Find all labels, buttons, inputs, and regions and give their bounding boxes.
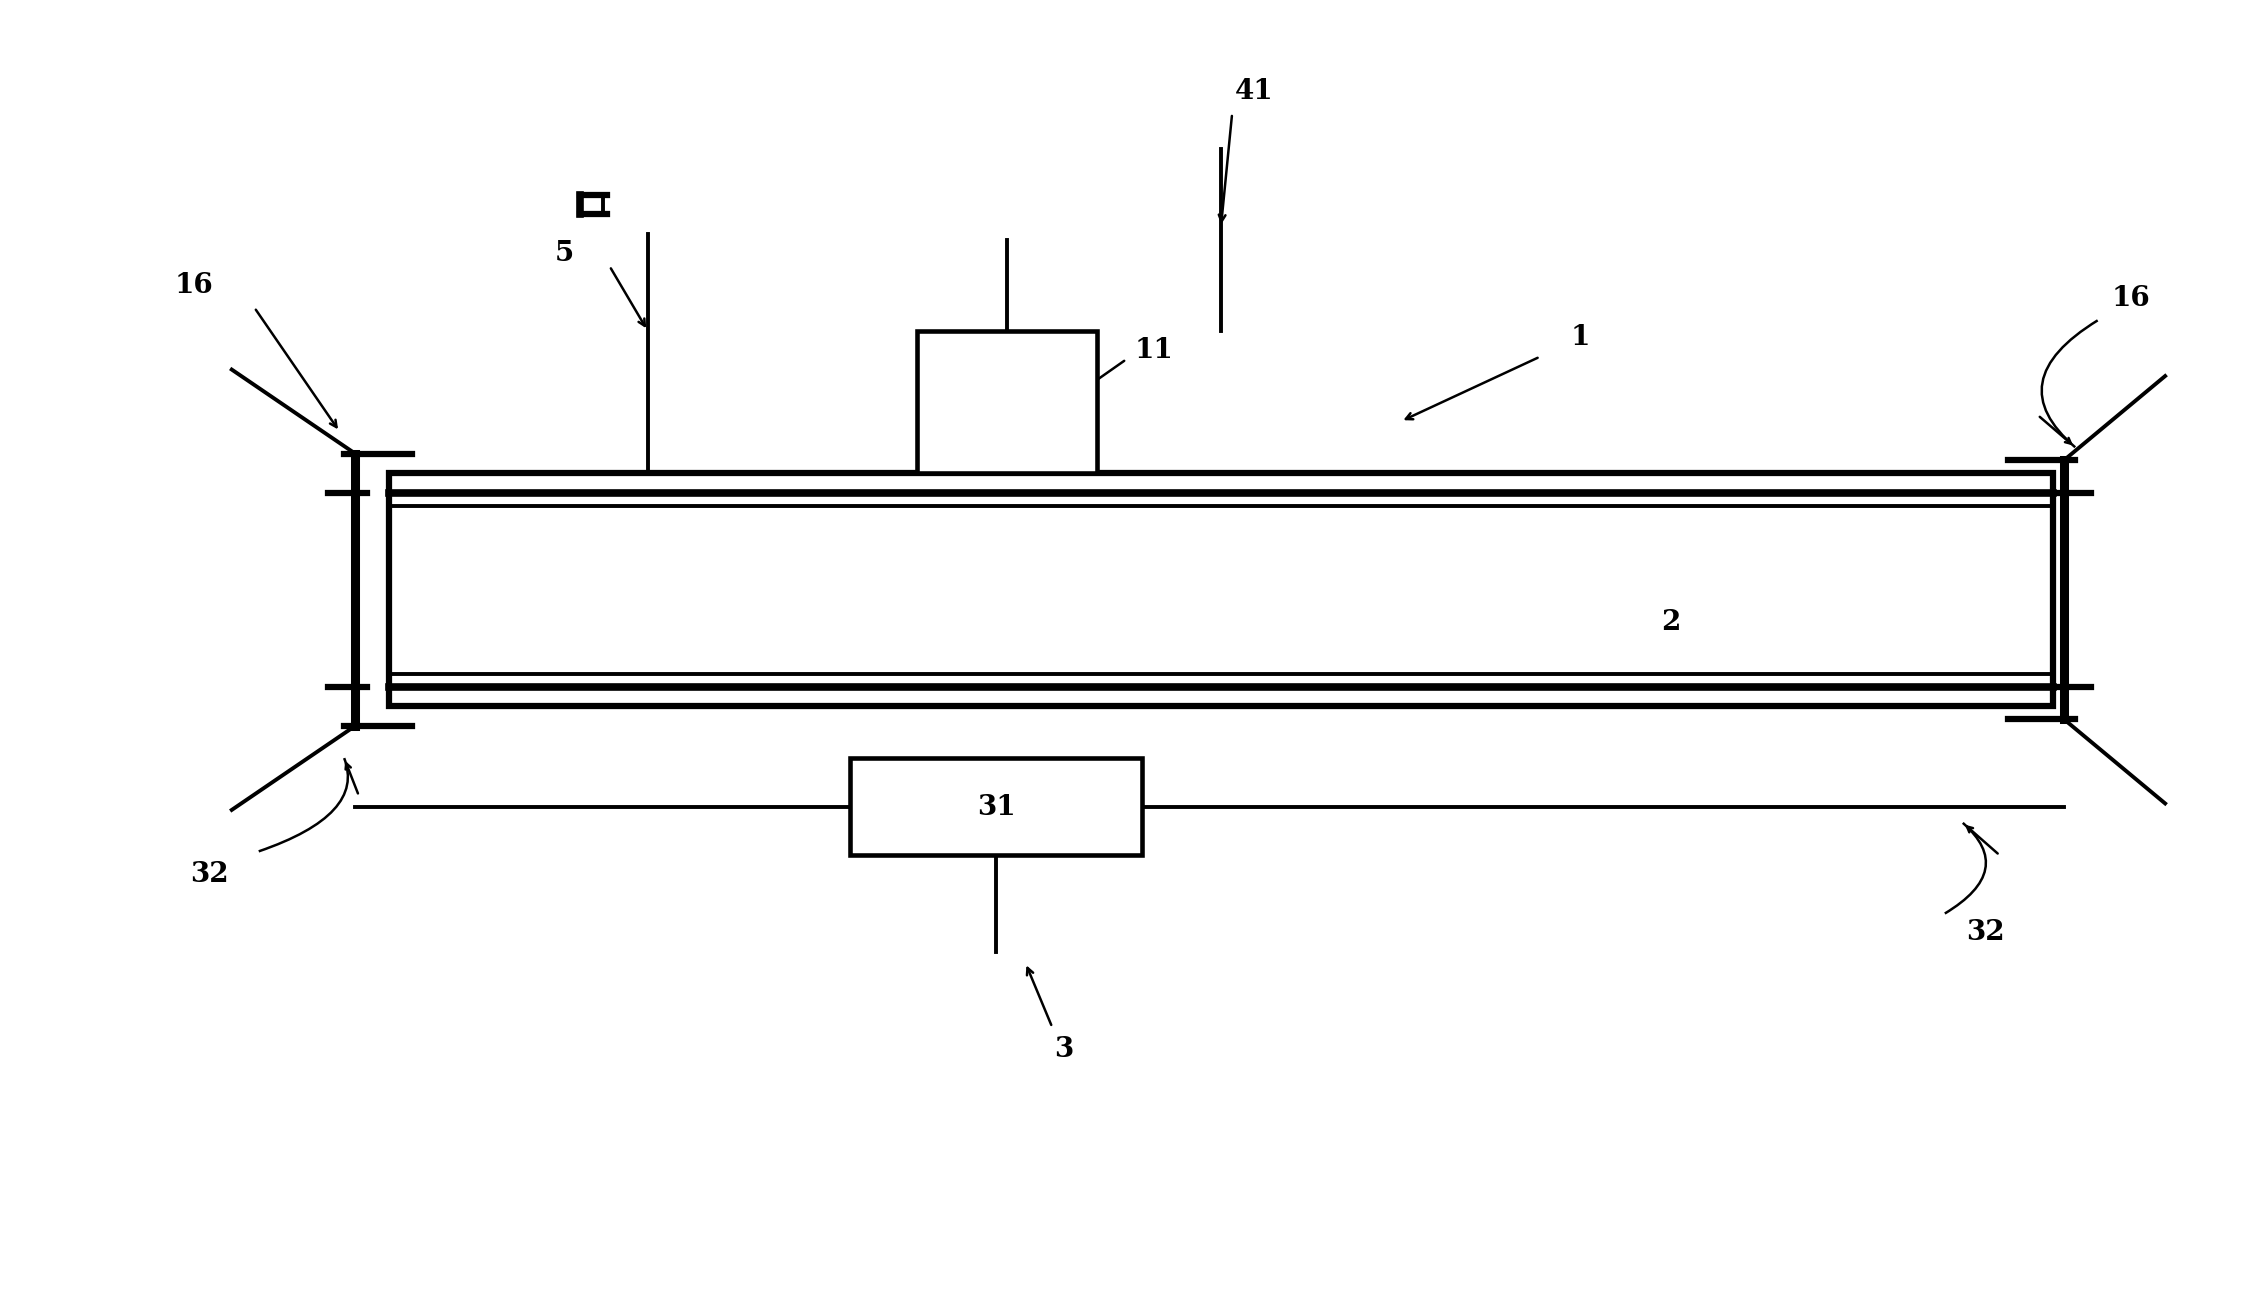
Text: 31: 31 — [977, 793, 1016, 821]
Bar — [918, 331, 1097, 473]
Text: 32: 32 — [1966, 919, 2004, 946]
Bar — [389, 473, 2052, 707]
Bar — [851, 758, 1142, 855]
Text: 11: 11 — [1133, 336, 1174, 364]
Text: 2: 2 — [1660, 609, 1681, 636]
Text: 1: 1 — [1570, 323, 1590, 351]
Text: 41: 41 — [1235, 77, 1274, 105]
Text: 5: 5 — [554, 240, 575, 267]
Text: 32: 32 — [190, 861, 228, 889]
Text: 16: 16 — [174, 272, 213, 298]
Text: 16: 16 — [2113, 285, 2151, 312]
Text: 3: 3 — [1054, 1035, 1072, 1063]
